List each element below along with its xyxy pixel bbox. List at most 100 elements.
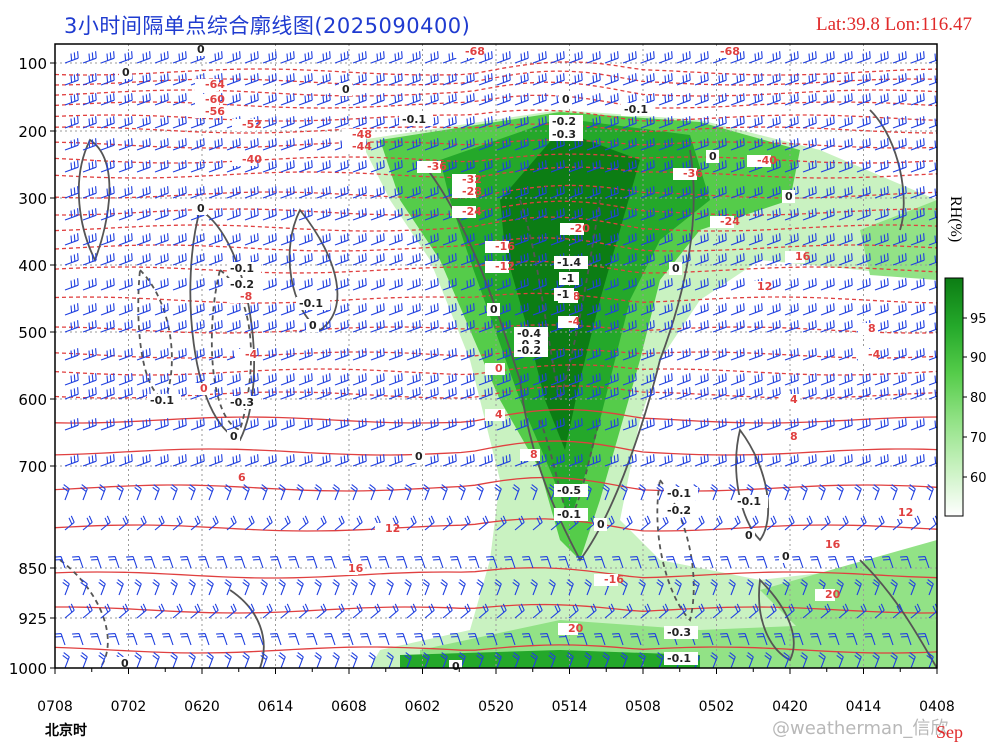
wind-barb — [838, 454, 853, 467]
wind-barb — [766, 320, 781, 333]
wind-barb — [712, 73, 727, 86]
wind-barb — [730, 208, 745, 221]
wind-barb — [730, 138, 745, 151]
wind-barb — [918, 633, 930, 646]
wind-barb — [910, 93, 925, 106]
temperature-label-bg — [228, 472, 248, 484]
wind-barb — [910, 418, 925, 431]
wind-barb — [478, 387, 493, 400]
wind-barb — [478, 160, 493, 173]
wind-barb — [910, 208, 925, 221]
temperature-label-bg — [888, 507, 908, 519]
wind-barb — [910, 186, 925, 199]
wind-barb — [334, 253, 349, 266]
wind-barb — [82, 603, 93, 619]
wind-barb — [800, 579, 808, 596]
wind-barb — [784, 278, 799, 291]
wind-barb — [586, 51, 601, 64]
wind-barb — [514, 208, 529, 221]
wind-barb — [442, 454, 457, 467]
wind-barb — [586, 603, 597, 619]
wind-barb — [80, 579, 88, 596]
wind-barb — [676, 93, 691, 106]
wind-barb — [604, 208, 619, 221]
wind-barb — [640, 320, 655, 333]
wind-barb — [334, 51, 349, 64]
wind-barb — [828, 556, 840, 569]
wind-barb — [442, 515, 453, 531]
wind-barb — [800, 484, 808, 501]
vv-label: -0.4 — [517, 327, 541, 340]
wind-barb — [190, 138, 205, 151]
vv-label-bg — [664, 652, 698, 665]
wind-barb — [820, 233, 835, 246]
wind-barb — [838, 387, 853, 400]
wind-barb — [900, 633, 912, 646]
wind-barb — [784, 454, 799, 467]
wind-barb — [748, 320, 763, 333]
wind-barb — [208, 116, 223, 129]
wind-barb — [568, 454, 583, 467]
wind-barb — [90, 633, 102, 646]
wind-barb — [766, 387, 781, 400]
wind-barb — [100, 51, 115, 64]
wind-barb — [530, 579, 538, 596]
wind-barb — [892, 73, 907, 86]
wind-barb — [134, 484, 142, 501]
x-tick-label: 0408 — [919, 699, 955, 715]
wind-barb — [190, 278, 205, 291]
wind-barb — [784, 73, 799, 86]
wind-barb — [244, 454, 259, 467]
wind-barb — [694, 253, 709, 266]
wind-barb — [478, 515, 489, 531]
wind-barb — [694, 603, 705, 619]
wind-barb — [748, 186, 763, 199]
wind-barb — [190, 116, 205, 129]
temperature-contour — [55, 324, 937, 334]
wind-barb — [368, 579, 376, 596]
wind-barb — [424, 373, 439, 386]
wind-barb — [874, 233, 889, 246]
temperature-label-bg — [195, 79, 219, 91]
wind-barb — [460, 454, 475, 467]
wind-barb — [890, 579, 898, 596]
wind-barb — [638, 652, 646, 668]
temperature-label-bg — [747, 281, 767, 293]
wind-barb — [100, 73, 115, 86]
wind-barb — [64, 454, 79, 467]
y-tick-label: 200 — [18, 123, 47, 141]
wind-barb — [856, 233, 871, 246]
wind-barb — [116, 484, 124, 501]
wind-barb — [766, 186, 781, 199]
wind-barb — [532, 387, 547, 400]
wind-barb — [586, 320, 601, 333]
wind-barb — [82, 186, 97, 199]
wind-barb — [514, 233, 529, 246]
wind-barb — [910, 515, 921, 531]
temperature-contour — [55, 61, 937, 76]
wind-barb — [170, 484, 178, 501]
wind-barb — [370, 73, 385, 86]
wind-barb — [658, 515, 669, 531]
wind-barb — [316, 348, 331, 361]
wind-barb — [334, 303, 349, 316]
vv-label: -1 — [562, 272, 574, 285]
wind-barb — [208, 387, 223, 400]
wind-barb — [782, 484, 790, 501]
temperature-label-bg — [232, 154, 256, 166]
wind-barb — [802, 278, 817, 291]
wind-barb — [190, 253, 205, 266]
wind-barb — [370, 208, 385, 221]
wind-barb — [352, 387, 367, 400]
wind-barb — [856, 303, 871, 316]
x-tick-label: 0608 — [331, 699, 367, 715]
temperature-label: 8 — [868, 322, 876, 335]
vv-label: -0.1 — [230, 262, 254, 275]
lat-lon-label: Lat:39.8 Lon:116.47 — [815, 14, 972, 35]
wind-barb — [306, 556, 318, 569]
temperature-label-bg — [417, 161, 441, 173]
wind-barb — [162, 633, 174, 646]
wind-barb — [386, 652, 394, 668]
wind-barb — [280, 116, 295, 129]
temperature-label: -24 — [720, 215, 740, 228]
